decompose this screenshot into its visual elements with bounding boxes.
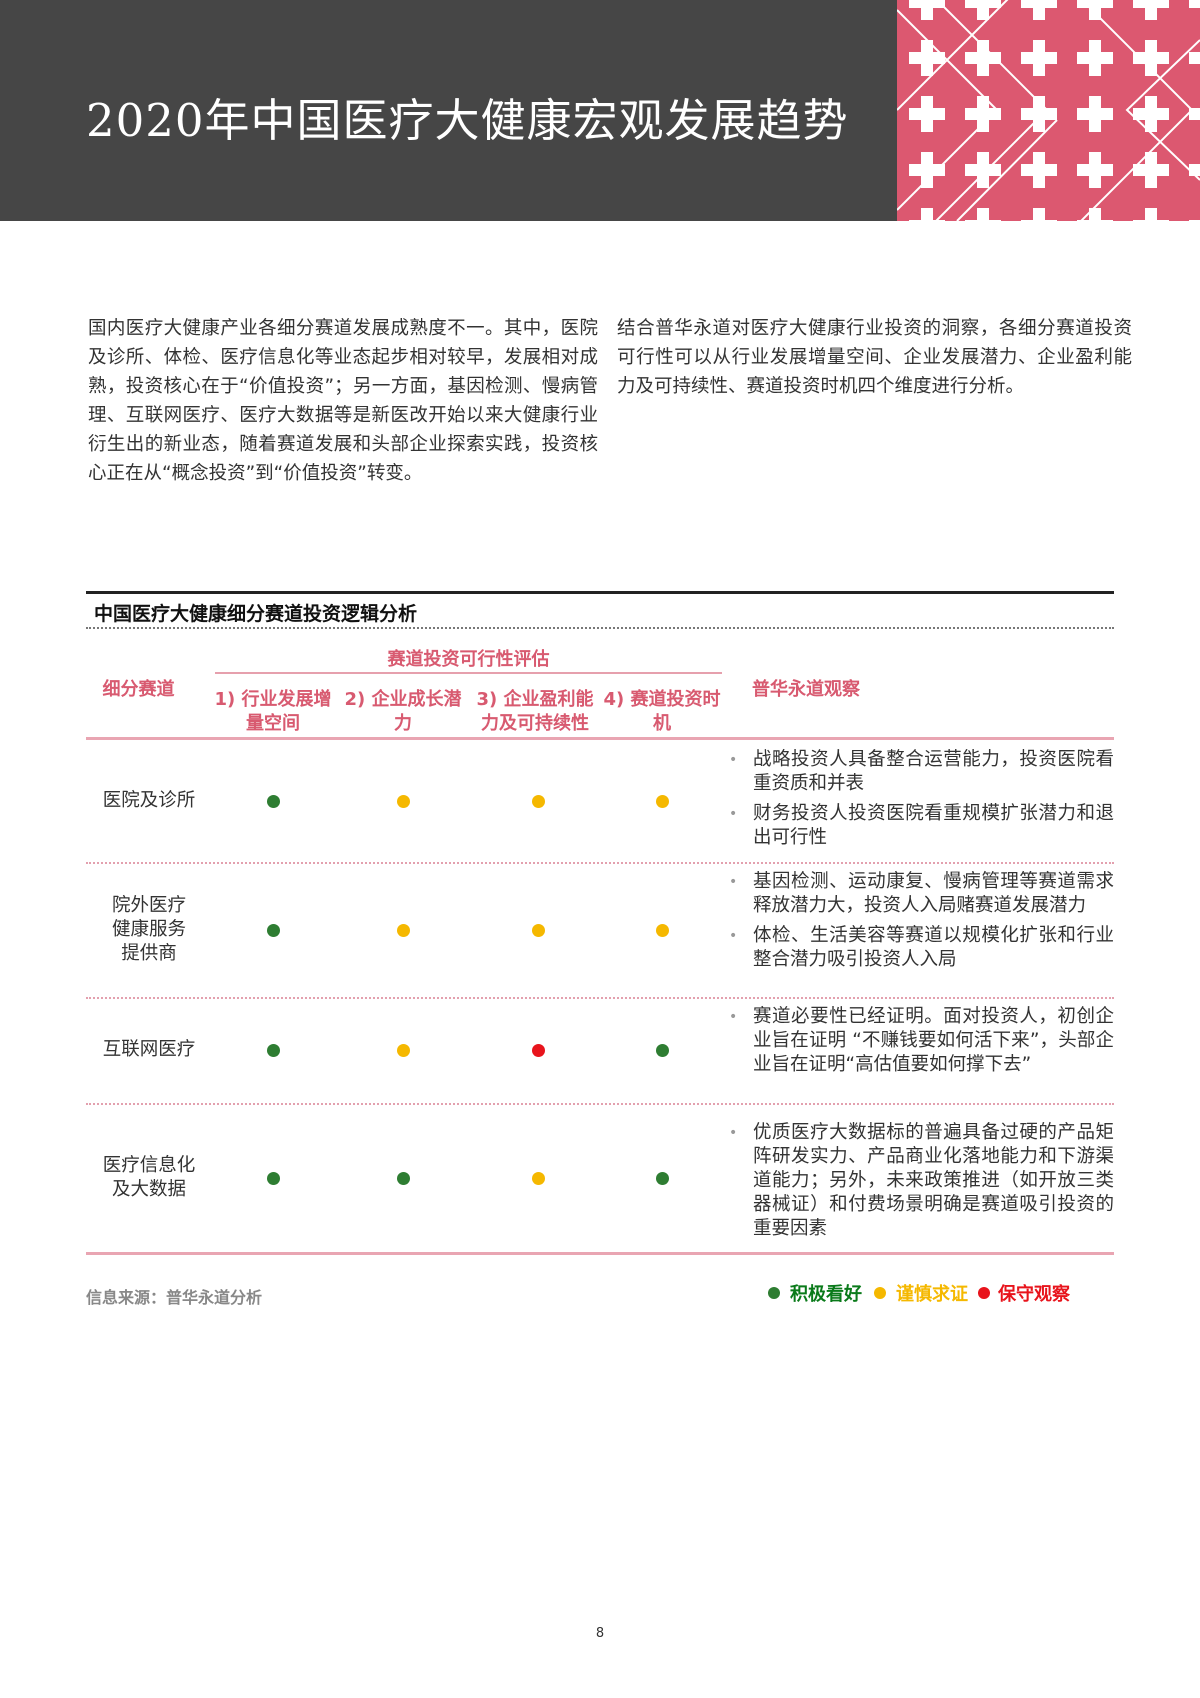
- row-divider: [86, 862, 1114, 864]
- intro-right-paragraph: 结合普华永道对医疗大健康行业投资的洞察，各细分赛道投资可行性可以从行业发展增量空…: [617, 318, 1132, 397]
- legend-conservative-label: 保守观察: [998, 1284, 1070, 1305]
- observation-text: 体检、生活美容等赛道以规模化扩张和行业整合潜力吸引投资人入局: [753, 925, 1114, 970]
- row-divider: [86, 997, 1114, 999]
- observation-item: • 基因检测、运动康复、慢病管理等赛道需求释放潜力大，投资人入局赌赛道发展潜力: [729, 870, 1114, 918]
- col-header-criterion: 4) 赛道投资时机: [603, 689, 721, 734]
- bullet-icon: •: [729, 1125, 738, 1141]
- observation-item: • 优质医疗大数据标的普遍具备过硬的产品矩阵研发实力、产品商业化落地能力和下游渠道…: [729, 1121, 1114, 1241]
- legend-positive-label: 积极看好: [790, 1284, 862, 1305]
- col-header-observation: 普华永道观察: [752, 679, 860, 700]
- title-divider: [86, 627, 1114, 629]
- rating-dot-cautious: [532, 1172, 545, 1185]
- observation-text: 战略投资人具备整合运营能力，投资医院看重资质和并表: [753, 749, 1114, 794]
- col-header-criterion: 3) 企业盈利能力及可持续性: [476, 689, 594, 734]
- observation-list: • 战略投资人具备整合运营能力，投资医院看重资质和并表 • 财务投资人投资医院看重规模…: [729, 748, 1114, 856]
- rating-dot-cautious: [532, 795, 545, 808]
- header-rule: [86, 737, 1114, 740]
- rating-dot-positive: [267, 1044, 280, 1057]
- segment-name: 医院及诊所: [102, 790, 196, 811]
- rating-dot-positive: [397, 1172, 410, 1185]
- rating-dot-cautious: [397, 1044, 410, 1057]
- col-header-criterion: 1) 行业发展增量空间: [214, 689, 332, 734]
- table-top-rule: [86, 591, 1114, 594]
- rating-dot-positive: [267, 1172, 280, 1185]
- observation-text: 基因检测、运动康复、慢病管理等赛道需求释放潜力大，投资人入局赌赛道发展潜力: [753, 871, 1114, 916]
- bullet-icon: •: [729, 874, 738, 890]
- row-divider: [86, 1103, 1114, 1105]
- observation-item: • 财务投资人投资医院看重规模扩张潜力和退出可行性: [729, 802, 1114, 850]
- legend-conservative-dot: [978, 1287, 990, 1299]
- bullet-icon: •: [729, 806, 738, 822]
- observation-text: 财务投资人投资医院看重规模扩张潜力和退出可行性: [753, 803, 1114, 848]
- rating-dot-cautious: [397, 923, 410, 937]
- page-number: 8: [595, 1626, 605, 1641]
- observation-list: • 赛道必要性已经证明。面对投资人，初创企业旨在证明 “不赚钱要如何活下来”，头部…: [729, 1005, 1114, 1083]
- legend-cautious-dot: [874, 1287, 886, 1299]
- bullet-icon: •: [729, 1009, 738, 1025]
- rating-dot-conservative: [532, 1044, 545, 1057]
- legend-cautious-label: 谨慎求证: [896, 1284, 968, 1305]
- observation-text: 赛道必要性已经证明。面对投资人，初创企业旨在证明 “不赚钱要如何活下来”，头部企…: [753, 1006, 1114, 1075]
- col-header-criterion: 2) 企业成长潜力: [344, 689, 462, 734]
- observation-item: • 赛道必要性已经证明。面对投资人，初创企业旨在证明 “不赚钱要如何活下来”，头部…: [729, 1005, 1114, 1077]
- medical-cross-pattern: [897, 0, 1200, 221]
- legend: 积极看好 谨慎求证 保守观察: [762, 1280, 1070, 1306]
- observation-list: • 基因检测、运动康复、慢病管理等赛道需求释放潜力大，投资人入局赌赛道发展潜力 • 体…: [729, 870, 1114, 978]
- observation-list: • 优质医疗大数据标的普遍具备过硬的产品矩阵研发实力、产品商业化落地能力和下游渠道…: [729, 1121, 1114, 1247]
- rating-dot-cautious: [656, 923, 669, 937]
- source-note: 信息来源：普华永道分析: [86, 1288, 263, 1307]
- group-underline: [215, 672, 722, 674]
- table-bottom-rule: [86, 1252, 1114, 1255]
- table-title: 中国医疗大健康细分赛道投资逻辑分析: [94, 603, 418, 625]
- bullet-icon: •: [729, 752, 738, 768]
- bullet-icon: •: [729, 928, 738, 944]
- rating-dot-cautious: [656, 795, 669, 808]
- rating-dot-positive: [656, 1172, 669, 1185]
- rating-dot-positive: [656, 1044, 669, 1057]
- segment-name: 互联网医疗: [102, 1039, 196, 1060]
- rating-dot-positive: [267, 923, 280, 937]
- intro-left-paragraph: 国内医疗大健康产业各细分赛道发展成熟度不一。其中，医院及诊所、体检、医疗信息化等…: [88, 318, 598, 484]
- segment-name: 院外医疗健康服务提供商: [111, 894, 186, 964]
- page-title: 2020年中国医疗大健康宏观发展趋势: [86, 94, 849, 147]
- segment-name: 医疗信息化及大数据: [102, 1155, 196, 1200]
- rating-dot-cautious: [532, 923, 545, 937]
- observation-item: • 战略投资人具备整合运营能力，投资医院看重资质和并表: [729, 748, 1114, 796]
- col-group-header: 赛道投资可行性评估: [387, 649, 550, 670]
- col-header-segment: 细分赛道: [102, 679, 175, 700]
- observation-text: 优质医疗大数据标的普遍具备过硬的产品矩阵研发实力、产品商业化落地能力和下游渠道能…: [753, 1122, 1114, 1239]
- rating-dot-positive: [267, 795, 280, 808]
- observation-item: • 体检、生活美容等赛道以规模化扩张和行业整合潜力吸引投资人入局: [729, 924, 1114, 972]
- legend-positive-dot: [768, 1287, 780, 1299]
- rating-dot-cautious: [397, 795, 410, 808]
